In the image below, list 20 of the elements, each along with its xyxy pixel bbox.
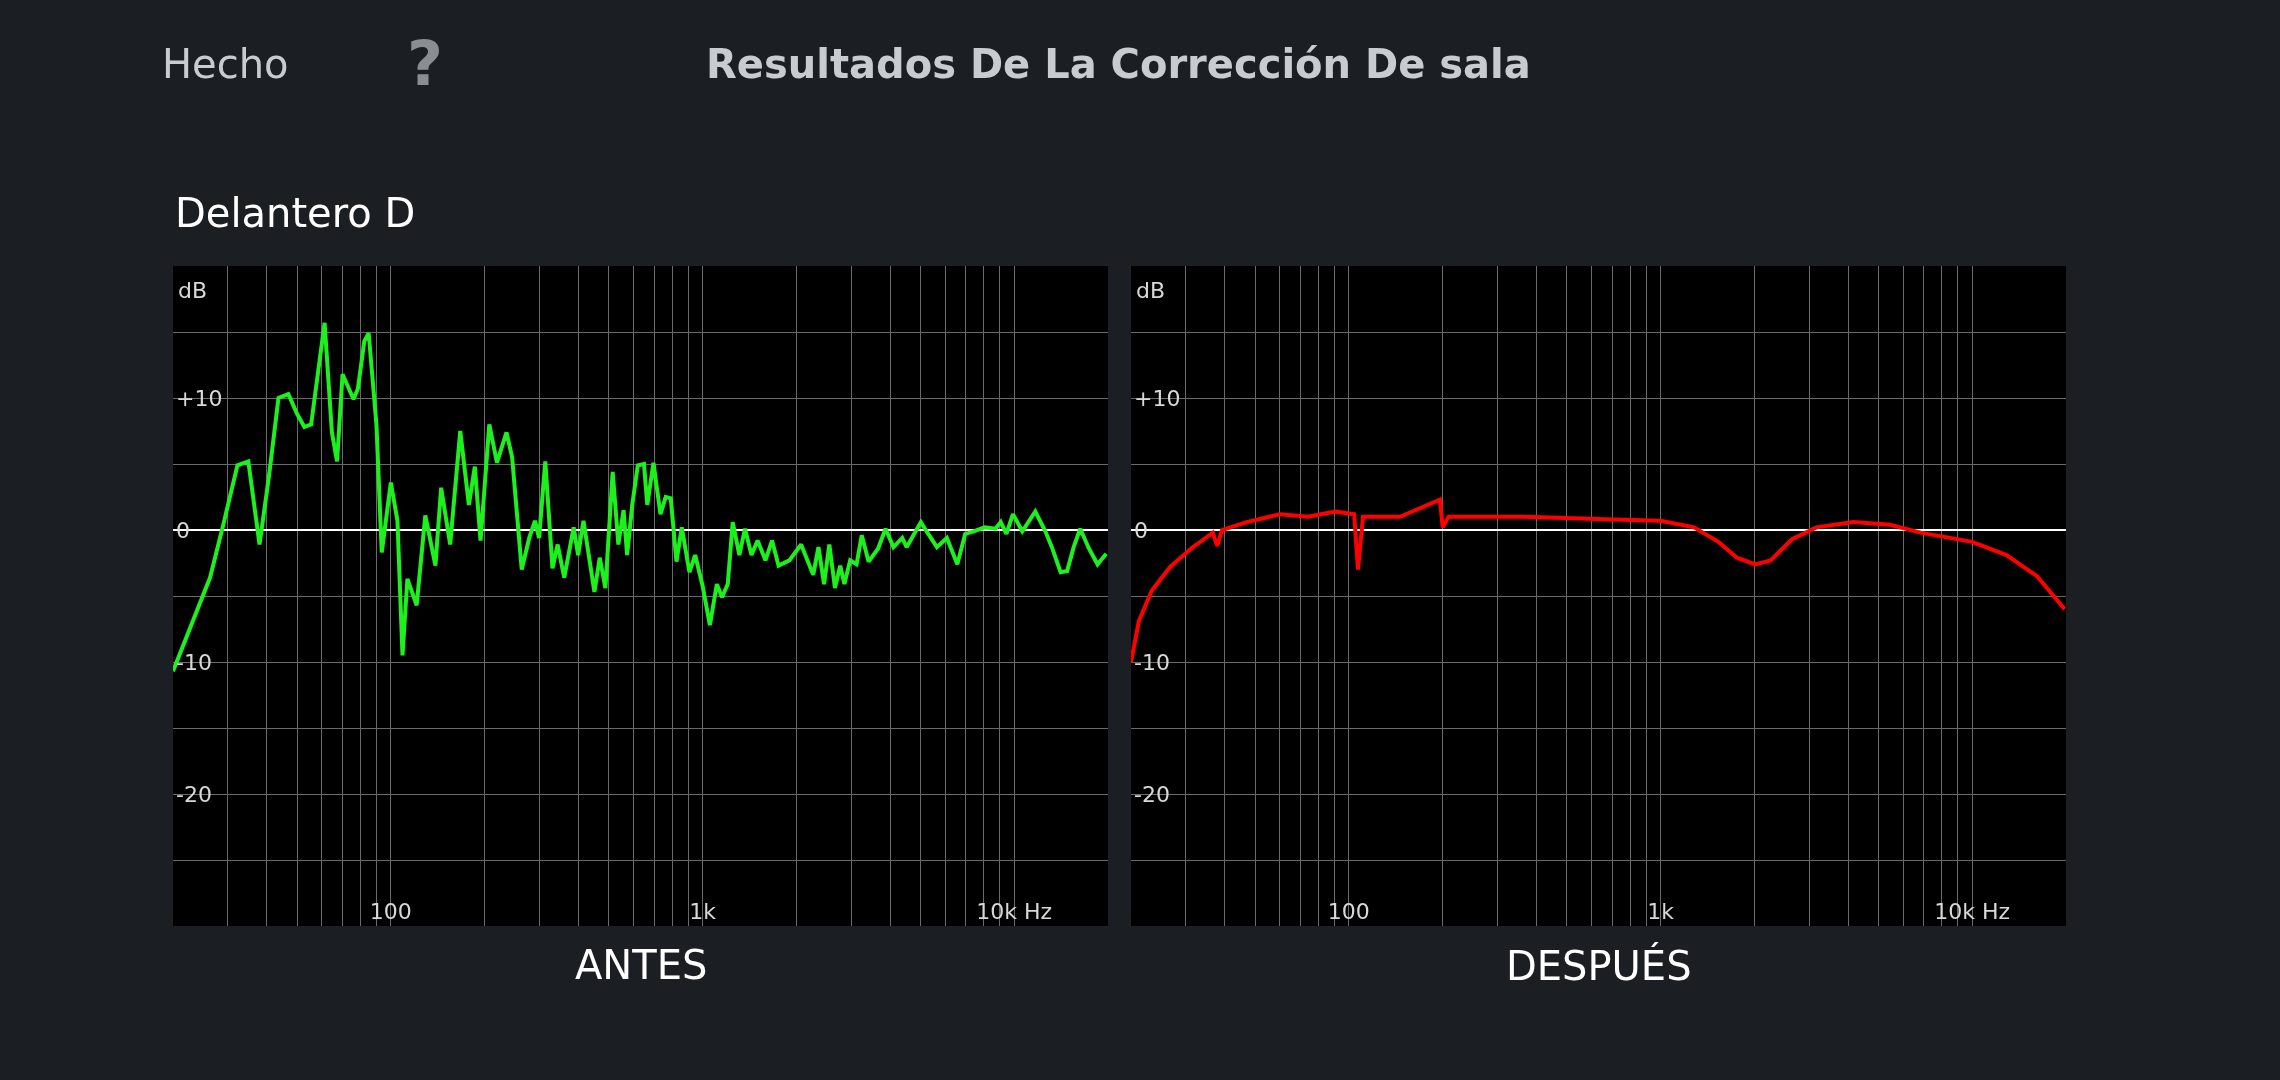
x-tick-label: 10k Hz bbox=[1934, 898, 2011, 924]
chart-subtitle: Delantero D bbox=[175, 190, 416, 236]
y-tick-label: -20 bbox=[176, 781, 212, 807]
x-tick-label: 1k bbox=[1647, 898, 1675, 924]
x-tick-label: 100 bbox=[369, 898, 412, 924]
y-tick-label: -20 bbox=[1134, 781, 1170, 807]
y-axis-title: dB bbox=[1136, 278, 1166, 303]
y-tick-label: +10 bbox=[1134, 385, 1181, 411]
chart-title: Resultados De La Corrección De sala bbox=[706, 41, 1531, 87]
x-tick-label: 100 bbox=[1327, 898, 1370, 924]
x-tick-label: 10k Hz bbox=[976, 898, 1053, 924]
text: Hecho bbox=[162, 41, 289, 87]
y-tick-label: -10 bbox=[1134, 649, 1170, 675]
x-axis-title: DESPUÉS bbox=[1506, 942, 1692, 989]
x-tick-label: 1k bbox=[689, 898, 717, 924]
text: ? bbox=[407, 27, 443, 100]
y-tick-label: +10 bbox=[176, 385, 223, 411]
y-axis-title: dB bbox=[178, 278, 208, 303]
x-axis-title: ANTES bbox=[575, 942, 708, 988]
y-tick-label: -10 bbox=[176, 649, 212, 675]
